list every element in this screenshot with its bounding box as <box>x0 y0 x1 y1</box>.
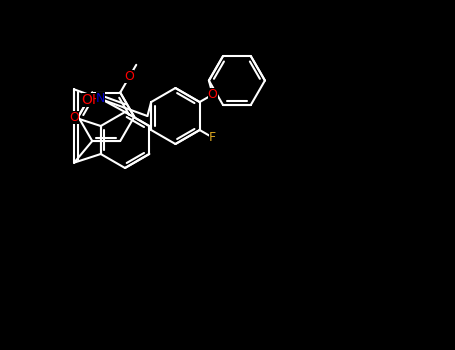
Text: O: O <box>124 70 134 83</box>
Text: N: N <box>96 92 105 105</box>
Text: F: F <box>209 131 216 144</box>
Text: O: O <box>208 88 217 101</box>
Text: OH: OH <box>82 93 103 107</box>
Text: O: O <box>69 111 79 124</box>
